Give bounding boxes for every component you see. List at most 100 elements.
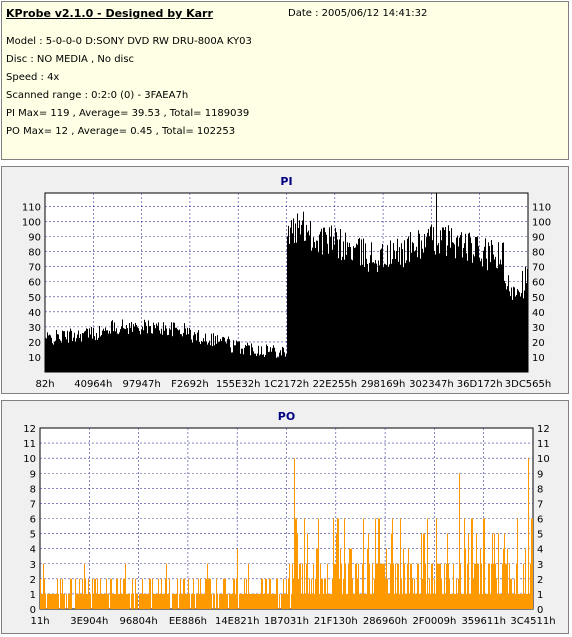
data-bar <box>337 239 338 372</box>
data-bar <box>40 578 41 609</box>
data-bar <box>329 593 330 609</box>
data-bar <box>505 283 506 372</box>
data-bar <box>396 250 397 372</box>
data-bar <box>71 330 72 372</box>
data-bar <box>98 337 99 372</box>
data-bar <box>324 578 325 609</box>
data-bar <box>146 325 147 372</box>
data-bar <box>261 578 262 609</box>
data-bar <box>366 258 367 372</box>
data-bar <box>173 322 174 372</box>
data-bar <box>115 593 116 609</box>
data-bar <box>453 563 454 609</box>
data-bar <box>129 593 130 609</box>
data-bar <box>281 593 282 609</box>
data-bar <box>360 593 361 609</box>
data-bar <box>247 342 248 372</box>
data-bar <box>187 593 188 609</box>
data-bar <box>155 593 156 609</box>
data-bar <box>56 329 57 372</box>
data-bar <box>175 327 176 372</box>
data-bar <box>113 593 114 609</box>
data-bar <box>465 548 466 609</box>
data-bar <box>102 593 103 609</box>
data-bar <box>45 593 46 609</box>
data-bar <box>286 354 287 372</box>
data-bar <box>451 228 452 372</box>
data-bar <box>52 343 53 372</box>
data-bar <box>154 325 155 372</box>
data-bar <box>500 593 501 609</box>
data-bar <box>314 242 315 372</box>
data-bar <box>391 263 392 372</box>
data-bar <box>244 578 245 609</box>
data-bar <box>367 548 368 609</box>
data-bar <box>322 578 323 609</box>
data-bar <box>518 290 519 372</box>
x-tick-label: 3C4511h <box>510 616 555 627</box>
data-bar <box>370 593 371 609</box>
data-bar <box>447 533 448 609</box>
data-bar <box>386 265 387 372</box>
data-bar <box>445 227 446 372</box>
data-bar <box>438 563 439 609</box>
data-bar <box>507 548 508 609</box>
data-bar <box>503 548 504 609</box>
data-bar <box>179 329 180 372</box>
data-bar <box>527 593 528 609</box>
data-bar <box>362 264 363 372</box>
data-bar <box>365 593 366 609</box>
data-bar <box>314 593 315 609</box>
data-bar <box>97 578 98 609</box>
data-bar <box>182 336 183 372</box>
data-bar <box>426 593 427 609</box>
data-bar <box>248 345 249 372</box>
data-bar <box>520 593 521 609</box>
data-bar <box>189 327 190 372</box>
data-bar <box>480 548 481 609</box>
data-bar <box>313 237 314 372</box>
data-bar <box>434 250 435 372</box>
data-bar <box>327 243 328 372</box>
data-bar <box>163 322 164 372</box>
data-bar <box>87 328 88 372</box>
data-bar <box>529 593 530 609</box>
data-bar <box>493 254 494 372</box>
data-bar <box>486 258 487 372</box>
data-bar <box>164 330 165 372</box>
x-tick-label: 286960h <box>363 616 408 627</box>
data-bar <box>340 548 341 609</box>
data-bar <box>144 593 145 609</box>
data-bar <box>299 563 300 609</box>
data-bar <box>394 593 395 609</box>
data-bar <box>222 593 223 609</box>
data-bar <box>457 235 458 372</box>
data-bar <box>175 593 176 609</box>
data-bar <box>193 335 194 372</box>
data-bar <box>427 232 428 372</box>
data-bar <box>458 578 459 609</box>
data-bar <box>427 518 428 609</box>
data-bar <box>275 351 276 372</box>
data-bar <box>112 593 113 609</box>
info-panel: KProbe v2.1.0 - Designed by Karr Date : … <box>1 1 569 160</box>
data-bar <box>88 337 89 372</box>
data-bar <box>298 227 299 372</box>
data-bar <box>483 518 484 609</box>
data-bar <box>68 342 69 372</box>
data-bar <box>347 242 348 372</box>
data-bar <box>476 533 477 609</box>
data-bar <box>363 518 364 609</box>
data-bar <box>338 518 339 609</box>
data-bar <box>392 259 393 372</box>
data-bar <box>271 351 272 372</box>
data-bar <box>312 593 313 609</box>
data-bar <box>498 242 499 372</box>
data-bar <box>372 563 373 609</box>
data-bar <box>348 247 349 372</box>
data-bar <box>292 233 293 372</box>
data-bar <box>505 563 506 609</box>
data-bar <box>399 593 400 609</box>
data-bar <box>310 221 311 372</box>
